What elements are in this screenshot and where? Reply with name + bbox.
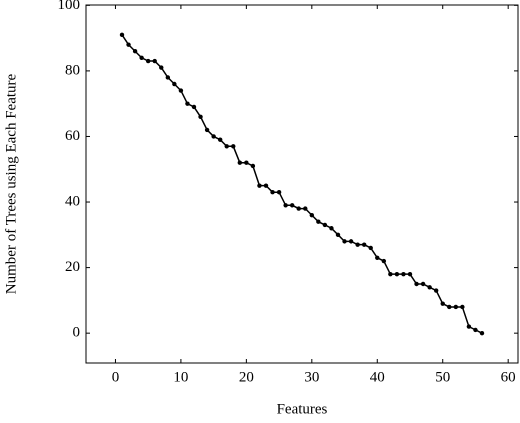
point: [145, 58, 151, 64]
point: [185, 101, 190, 106]
point: [342, 239, 347, 244]
point: [191, 104, 197, 110]
point: [460, 304, 465, 310]
x-tick-label: 50: [435, 369, 450, 385]
point: [420, 281, 426, 287]
point: [355, 242, 360, 247]
point: [394, 271, 400, 277]
x-tick-label: 40: [370, 369, 385, 385]
x-tick-label: 20: [239, 369, 254, 385]
y-tick-label: 80: [65, 62, 80, 78]
y-tick-label: 40: [65, 193, 80, 209]
point: [250, 163, 256, 169]
point: [414, 281, 419, 287]
point: [139, 55, 144, 60]
point: [178, 88, 184, 93]
point: [289, 203, 295, 208]
point: [447, 304, 452, 310]
point: [237, 160, 243, 165]
point: [348, 239, 354, 244]
point: [466, 324, 472, 329]
point: [198, 114, 203, 119]
point: [132, 49, 138, 54]
y-tick-label: 20: [65, 259, 80, 275]
point: [479, 330, 485, 336]
point: [159, 65, 164, 70]
point: [375, 255, 380, 260]
point: [368, 245, 373, 251]
point: [388, 271, 393, 277]
y-tick-label: 100: [58, 0, 81, 13]
point: [231, 144, 236, 149]
point: [224, 144, 229, 149]
point: [361, 242, 367, 247]
point: [329, 226, 334, 231]
point: [119, 32, 125, 38]
point: [204, 127, 210, 133]
y-axis-label: Number of Trees using Each Feature: [3, 73, 19, 294]
point: [303, 206, 308, 211]
x-tick-label: 0: [112, 369, 120, 385]
point: [440, 301, 445, 306]
point: [152, 58, 157, 64]
point: [296, 206, 301, 211]
point: [453, 304, 459, 310]
point: [244, 160, 249, 165]
point: [211, 134, 216, 139]
point: [427, 285, 432, 290]
y-tick-label: 0: [73, 325, 81, 341]
x-tick-label: 30: [304, 369, 319, 385]
x-tick-label: 10: [173, 369, 188, 385]
point: [263, 183, 269, 188]
point: [283, 203, 288, 208]
point: [276, 189, 282, 195]
x-axis-label: Features: [277, 401, 328, 417]
point: [217, 137, 223, 142]
y-tick-label: 60: [65, 128, 80, 144]
point: [270, 189, 275, 195]
point: [309, 212, 315, 218]
point: [335, 232, 341, 238]
point: [381, 258, 387, 264]
point: [126, 42, 131, 47]
point: [257, 183, 262, 188]
point: [322, 222, 328, 228]
x-tick-label: 60: [501, 369, 516, 385]
point: [433, 288, 439, 293]
point: [165, 75, 171, 80]
point: [473, 327, 478, 333]
point: [316, 219, 321, 224]
point: [407, 271, 413, 277]
point: [172, 81, 177, 87]
plot-frame: [85, 4, 519, 364]
point: [401, 271, 406, 277]
